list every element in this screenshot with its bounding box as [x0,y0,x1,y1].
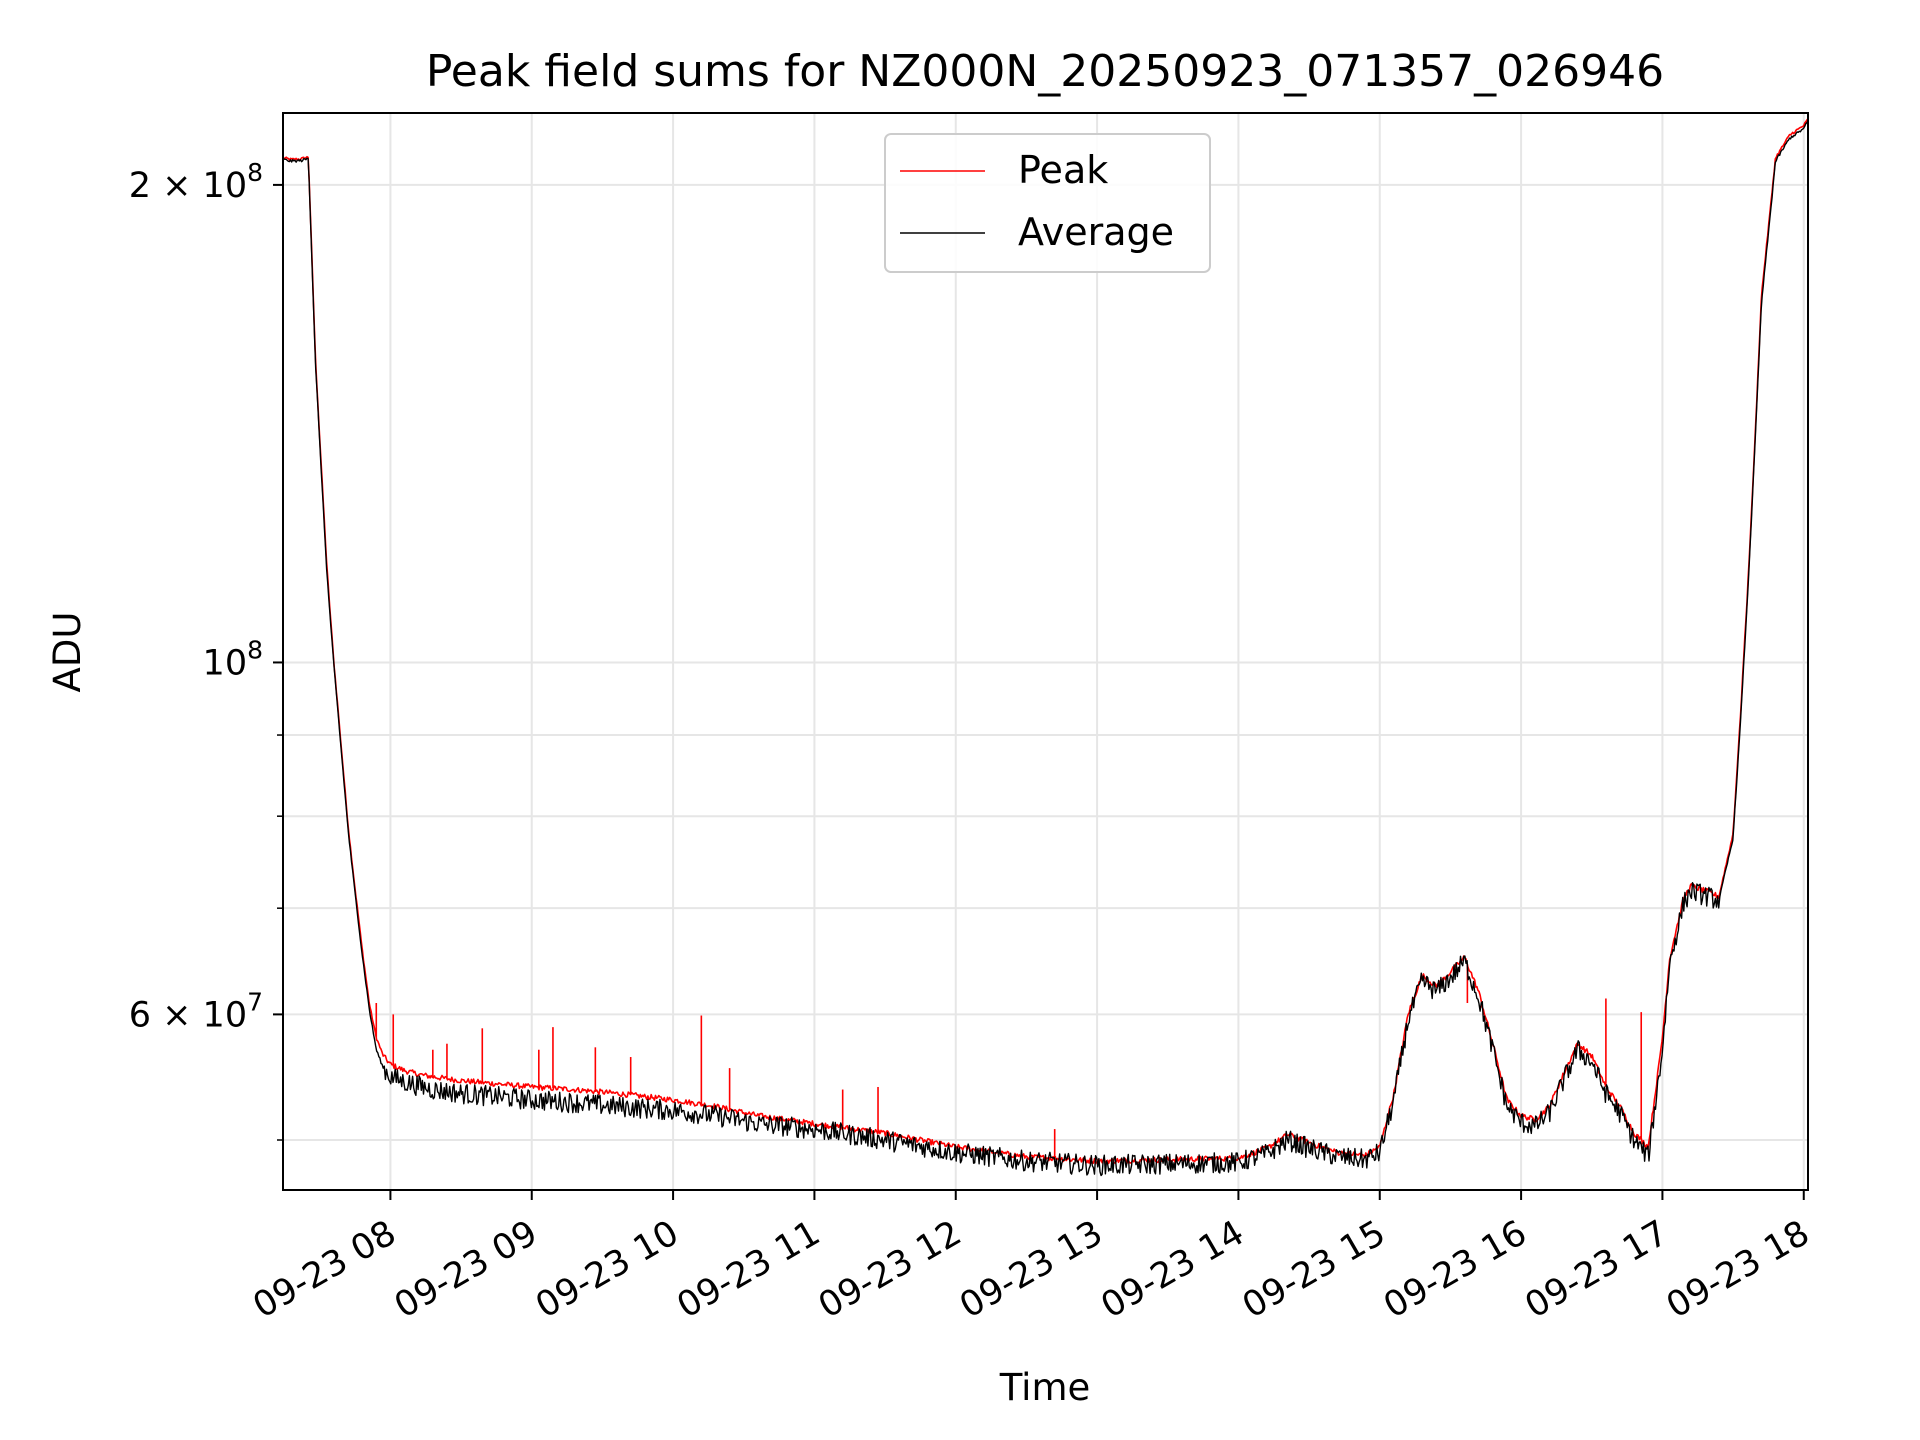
y-tick-label: 2 × 108 [129,158,263,206]
y-tick-label-mantissa: 6 × 10 [129,995,247,1035]
y-tick-label-exponent: 7 [247,987,263,1016]
series-average [283,120,1808,1177]
average-line [283,120,1808,1177]
legend-box [884,133,1211,273]
y-tick-label-mantissa: 10 [203,643,248,683]
x-axis-label: Time [999,1366,1091,1409]
y-tick-label-exponent: 8 [247,635,263,664]
y-tick-label-exponent: 8 [247,158,263,187]
y-tick-label-mantissa: 2 × 10 [129,166,247,206]
legend-average-label: Average [1018,210,1174,254]
y-axis-label: ADU [46,612,89,693]
plot-frame [282,112,1809,1191]
legend-peak-label: Peak [1018,148,1108,192]
chart-title: Peak field sums for NZ000N_20250923_0713… [426,46,1664,97]
y-tick-label: 108 [203,635,263,683]
legend: Peak Average [884,133,1211,273]
series-layer [283,118,1808,1177]
y-tick-label: 6 × 107 [129,987,263,1035]
